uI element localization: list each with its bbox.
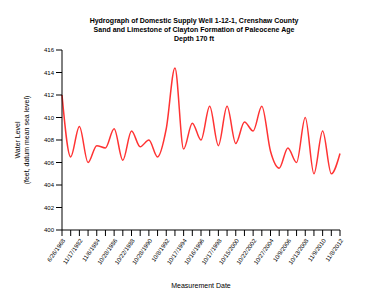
svg-text:10/17/1998: 10/17/1998	[200, 237, 223, 266]
svg-text:10/13/2008: 10/13/2008	[287, 237, 310, 266]
svg-text:11/9/2010: 11/9/2010	[307, 237, 327, 263]
svg-text:Water Level(feet, datum mean s: Water Level(feet, datum mean sea level)	[14, 96, 31, 185]
html-text:Hydrograph of Domestic Supply: Hydrograph of Domestic Supply Well 1-12-…	[89, 17, 299, 24]
svg-text:410: 410	[44, 115, 55, 121]
svg-text:402: 402	[44, 205, 55, 211]
svg-text:10/27/2004: 10/27/2004	[253, 237, 276, 266]
svg-text:10/17/1994: 10/17/1994	[165, 237, 188, 266]
svg-text:404: 404	[44, 182, 55, 188]
svg-text:10/22/2002: 10/22/2002	[235, 237, 258, 266]
html-text:Depth 170 ft: Depth 170 ft	[174, 35, 214, 42]
svg-text:10/28/1990: 10/28/1990	[131, 237, 154, 266]
svg-text:406: 406	[44, 160, 55, 166]
svg-text:412: 412	[44, 92, 55, 98]
svg-text:416: 416	[44, 47, 55, 53]
html-text:Sand and Limestone of Clayton: Sand and Limestone of Clayton Formation …	[93, 26, 295, 33]
svg-text:408: 408	[44, 137, 55, 143]
svg-text:10/15/2000: 10/15/2000	[217, 237, 241, 266]
svg-text:10/8/1992: 10/8/1992	[150, 237, 171, 263]
svg-text:10/22/1988: 10/22/1988	[113, 237, 136, 266]
svg-text:10/28/1986: 10/28/1986	[96, 237, 119, 266]
svg-text:11/8/2012: 11/8/2012	[324, 237, 344, 262]
svg-text:Measurement Date: Measurement Date	[171, 282, 231, 289]
svg-text:400: 400	[44, 227, 55, 233]
svg-text:11/6/1984: 11/6/1984	[81, 237, 102, 263]
svg-text:6/26/1968: 6/26/1968	[46, 237, 67, 263]
svg-text:414: 414	[44, 70, 55, 76]
svg-text:10/16/1996: 10/16/1996	[183, 237, 206, 266]
svg-text:11/17/1982: 11/17/1982	[62, 237, 84, 265]
svg-text:10/9/2006: 10/9/2006	[272, 237, 293, 263]
